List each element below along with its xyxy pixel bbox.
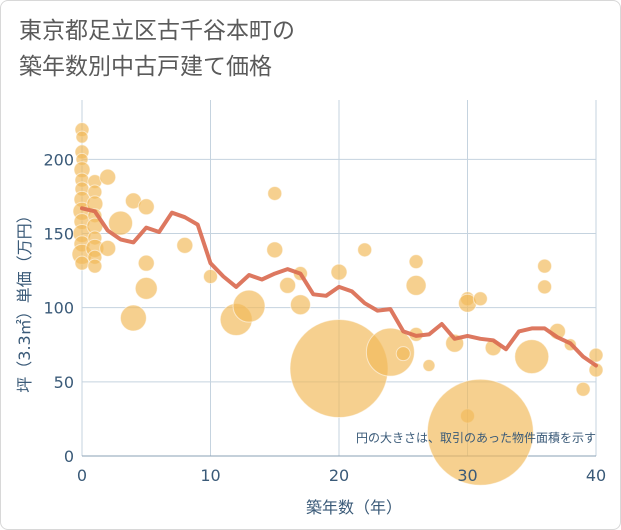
axis-ticks: 0 10 20 30 40 0 50 100 150 200 <box>43 150 606 485</box>
data-bubble <box>119 304 147 332</box>
data-bubble <box>137 254 155 272</box>
y-axis-label: 坪（3.3㎡）単価（万円） <box>15 207 34 392</box>
x-tick-label: 40 <box>586 466 606 485</box>
chart-title-line-2: 築年数別中古戸建て価格 <box>19 54 272 80</box>
data-bubble <box>267 185 283 201</box>
data-bubble <box>537 258 553 274</box>
chart-title: 東京都足立区古千谷本町の 築年数別中古戸建て価格 <box>19 13 295 85</box>
data-bubble <box>137 198 155 216</box>
data-bubble <box>472 291 488 307</box>
y-tick-label: 200 <box>43 150 74 169</box>
data-bubble <box>426 378 534 486</box>
data-bubble <box>266 241 284 259</box>
data-bubble <box>330 263 348 281</box>
data-bubble <box>588 362 604 378</box>
data-bubble <box>75 130 89 144</box>
data-bubble <box>87 258 103 274</box>
data-bubble <box>588 347 604 363</box>
bubble-size-note: 円の大きさは、取引のあった物件面積を示す <box>356 430 596 445</box>
average-trend-line <box>80 206 598 368</box>
x-tick-label: 30 <box>457 466 477 485</box>
data-bubble <box>108 210 134 236</box>
data-bubble <box>279 276 297 294</box>
data-bubble <box>232 289 266 323</box>
y-tick-label: 50 <box>54 373 74 392</box>
x-axis-label: 築年数（年） <box>306 498 402 517</box>
data-bubble <box>357 242 373 258</box>
data-bubble <box>395 346 411 362</box>
data-bubble <box>99 239 117 257</box>
bubbles <box>71 122 604 486</box>
data-bubble <box>422 359 436 373</box>
data-bubble <box>134 276 158 300</box>
data-bubble <box>575 381 591 397</box>
data-bubble <box>514 339 550 375</box>
x-tick-label: 10 <box>200 466 220 485</box>
data-bubble <box>74 255 90 271</box>
y-tick-label: 100 <box>43 299 74 318</box>
chart-title-line-1: 東京都足立区古千谷本町の <box>19 18 295 44</box>
y-tick-label: 0 <box>64 447 74 466</box>
data-bubble <box>405 274 427 296</box>
x-tick-label: 0 <box>77 466 87 485</box>
x-tick-label: 20 <box>329 466 349 485</box>
data-bubble <box>365 327 415 377</box>
data-bubble <box>289 294 311 316</box>
trend-line-group <box>80 206 598 368</box>
data-bubble <box>537 279 553 295</box>
data-bubble <box>176 236 194 254</box>
y-tick-label: 150 <box>43 225 74 244</box>
data-bubble <box>203 269 218 285</box>
data-bubble <box>408 254 424 270</box>
data-bubble <box>99 168 117 186</box>
